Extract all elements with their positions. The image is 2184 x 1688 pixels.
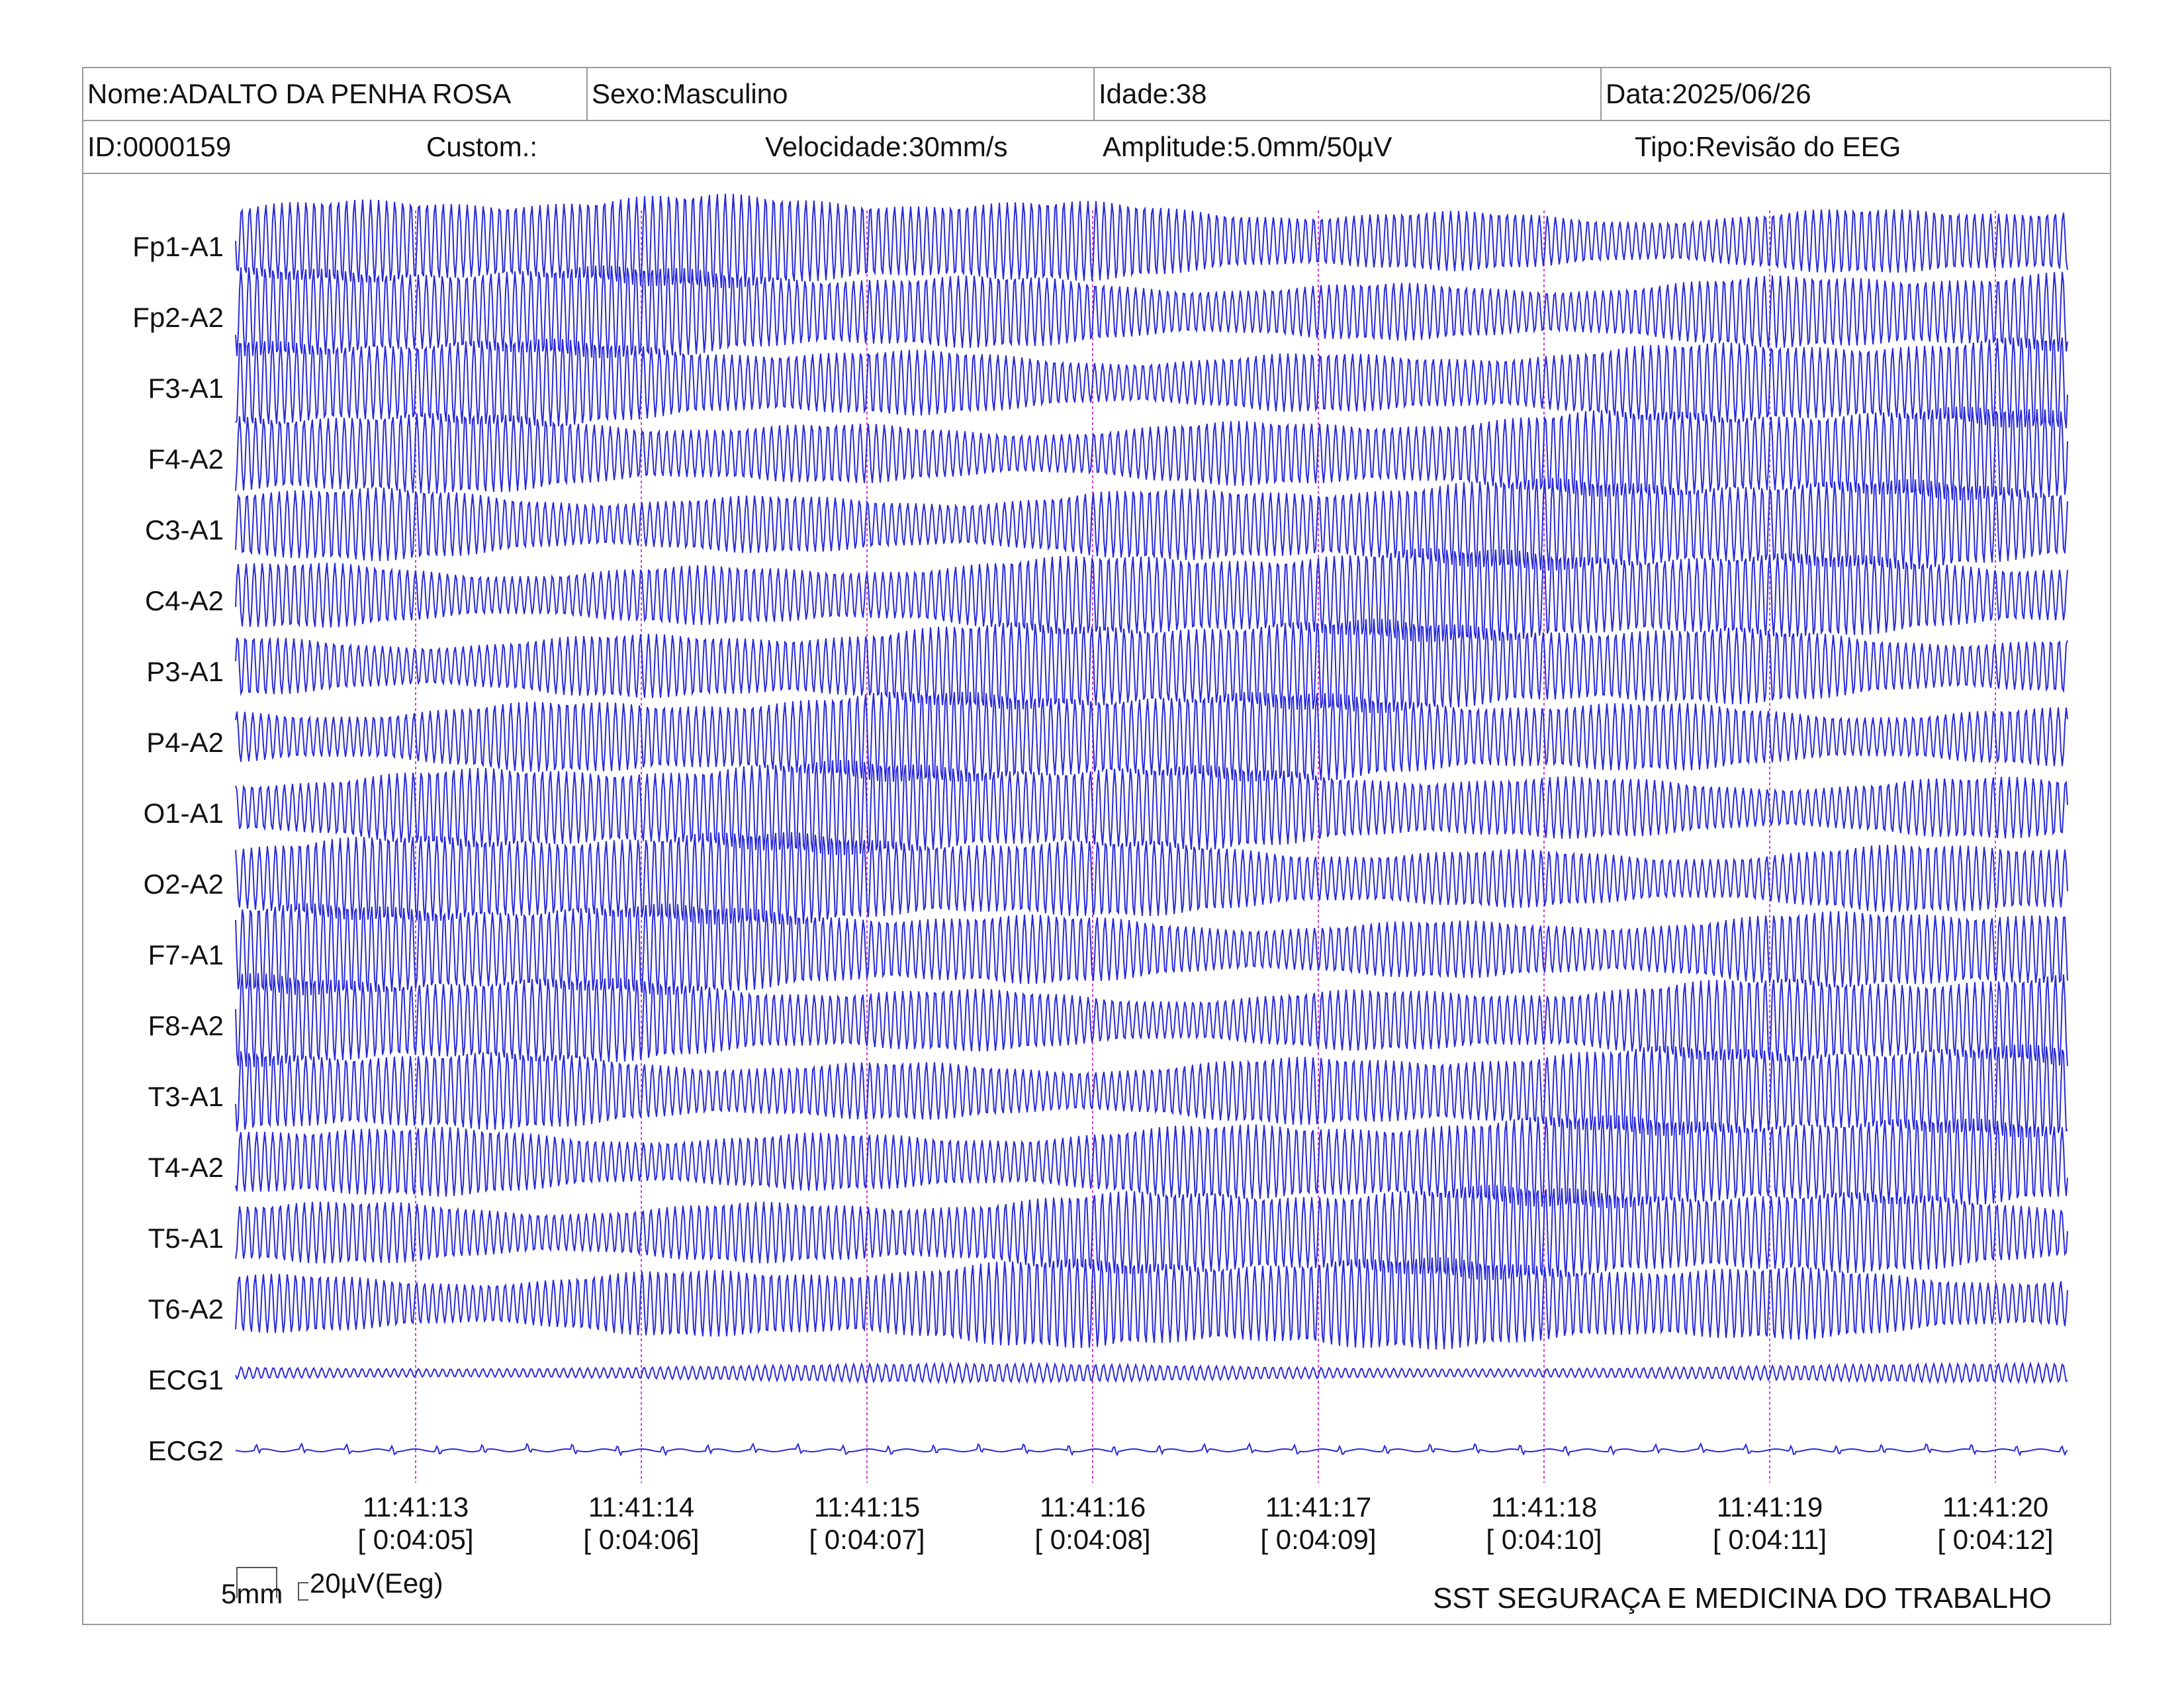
channel-trace <box>235 1185 2068 1280</box>
channel-trace <box>235 973 2068 1067</box>
amplitude-setting: Amplitude:5.0mm/50µV <box>1103 131 1392 162</box>
channel-trace <box>235 1361 2068 1385</box>
patient-age: Idade:38 <box>1093 68 1600 120</box>
time-tick-elapsed: [ 0:04:10] <box>1486 1524 1602 1555</box>
channel-label: O1-A1 <box>144 798 224 829</box>
channel-trace <box>235 903 2068 996</box>
header-row-2: ID:0000159 Custom.: Velocidade:30mm/s Am… <box>83 121 2110 174</box>
channel-trace <box>235 193 2068 289</box>
channel-label: T3-A1 <box>148 1081 224 1112</box>
channel-label: ECG1 <box>148 1364 224 1395</box>
channel-trace <box>235 1442 2068 1457</box>
exam-date: Data:2025/06/26 <box>1600 68 2111 120</box>
channel-label: C3-A1 <box>145 514 224 545</box>
time-tick-clock: 11:41:15 <box>814 1491 920 1523</box>
channel-trace <box>235 618 2068 714</box>
channel-label: C4-A2 <box>145 585 224 616</box>
time-tick-clock: 11:41:20 <box>1942 1491 2048 1523</box>
header-row-1: Nome:ADALTO DA PENHA ROSA Sexo:Masculino… <box>83 68 2110 121</box>
time-tick-clock: 11:41:18 <box>1491 1491 1597 1523</box>
channel-label: P4-A2 <box>146 727 224 758</box>
time-tick-elapsed: [ 0:04:07] <box>809 1524 925 1555</box>
exam-type: Tipo:Revisão do EEG <box>1635 131 1901 162</box>
channel-label: T5-A1 <box>148 1223 224 1254</box>
footer-organization: SST SEGURAÇA E MEDICINA DO TRABALHO <box>1433 1582 2052 1615</box>
patient-sex: Sexo:Masculino <box>586 68 1093 120</box>
time-tick-elapsed: [ 0:04:11] <box>1713 1524 1827 1555</box>
scale-length-label: 5mm <box>221 1578 283 1609</box>
channel-label: P3-A1 <box>146 656 224 687</box>
time-tick-clock: 11:41:16 <box>1040 1491 1146 1523</box>
channel-trace <box>235 337 2068 429</box>
channel-trace <box>235 1115 2068 1209</box>
channel-label: F3-A1 <box>148 373 224 404</box>
channel-trace <box>235 692 2068 782</box>
time-tick-elapsed: [ 0:04:09] <box>1260 1524 1376 1555</box>
time-tick-elapsed: [ 0:04:06] <box>583 1524 699 1555</box>
channel-label: Fp1-A1 <box>132 231 224 262</box>
scale-amplitude-icon <box>298 1582 308 1601</box>
scale-amplitude-label: 20µV(Eeg) <box>310 1568 443 1599</box>
channel-trace <box>235 406 2068 500</box>
report-frame: Nome:ADALTO DA PENHA ROSA Sexo:Masculino… <box>82 67 2111 1625</box>
time-tick-labels: 11:41:13[ 0:04:05] 11:41:14[ 0:04:06] 11:4… <box>357 1491 2053 1555</box>
channel-label: F4-A2 <box>148 444 224 475</box>
channel-label: T4-A2 <box>148 1152 224 1183</box>
time-tick-elapsed: [ 0:04:12] <box>1937 1524 2053 1555</box>
speed-setting: Velocidade:30mm/s <box>765 131 1008 162</box>
time-tick-clock: 11:41:19 <box>1717 1491 1823 1523</box>
channel-trace <box>235 1044 2068 1138</box>
channel-trace <box>235 1257 2068 1350</box>
eeg-traces <box>235 193 2068 1457</box>
time-tick-clock: 11:41:17 <box>1265 1491 1371 1523</box>
time-tick-clock: 11:41:13 <box>363 1491 469 1523</box>
channel-trace <box>235 265 2068 358</box>
channel-label: ECG2 <box>148 1435 224 1466</box>
channel-label: Fp2-A2 <box>132 302 224 333</box>
channel-labels: Fp1-A1 Fp2-A2 F3-A1 F4-A2 C3-A1 C4-A2 P3-A1 P4-… <box>132 231 224 1466</box>
channel-label: F8-A2 <box>148 1010 224 1041</box>
time-tick-elapsed: [ 0:04:05] <box>357 1524 473 1555</box>
time-tick-clock: 11:41:14 <box>588 1491 694 1523</box>
patient-id: ID:0000159 <box>87 131 232 162</box>
channel-label: O2-A2 <box>144 868 224 900</box>
patient-name: Nome:ADALTO DA PENHA ROSA <box>87 78 512 109</box>
scale-bar-icon <box>218 1566 311 1613</box>
channel-label: T6-A2 <box>148 1293 224 1325</box>
channel-label: F7-A1 <box>148 939 224 970</box>
custom-field: Custom.: <box>426 131 538 162</box>
channel-trace <box>235 832 2068 925</box>
channel-trace <box>235 760 2068 855</box>
channel-trace <box>235 478 2068 571</box>
time-tick-elapsed: [ 0:04:08] <box>1034 1524 1150 1555</box>
channel-trace <box>235 548 2068 642</box>
